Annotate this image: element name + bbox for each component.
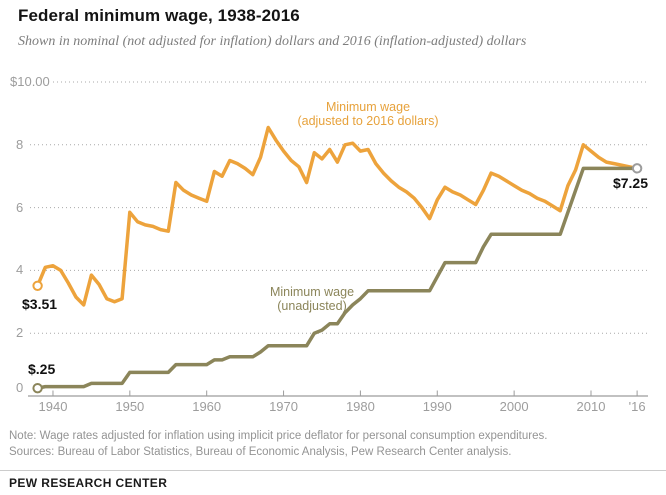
x-tick-label: 1940 <box>38 399 68 414</box>
series-line-unadjusted <box>35 166 639 390</box>
series-label-adjusted: Minimum wage (adjusted to 2016 dollars) <box>278 100 458 128</box>
y-tick-label: 6 <box>16 199 24 215</box>
y-tick-label: $10.00 <box>10 74 50 89</box>
marker-unadjusted-start <box>32 382 43 394</box>
page-title: Federal minimum wage, 1938-2016 <box>18 6 300 25</box>
chart-note: Note: Wage rates adjusted for inflation … <box>9 430 548 442</box>
line-chart: $10.00 8 6 4 2 0 1940 1950 1960 1970 1980 1990 2000… <box>10 74 648 414</box>
brand-pew-research-center: PEW RESEARCH CENTER <box>9 476 168 490</box>
series-label-unadjusted: Minimum wage (unadjusted) <box>222 285 402 313</box>
x-tick-label: 2000 <box>499 399 529 414</box>
x-tick-label: 1960 <box>192 399 222 414</box>
x-tick-label: 1980 <box>345 399 375 414</box>
value-label-unadjusted-start: $.25 <box>28 361 56 377</box>
x-tick-label: 1970 <box>269 399 298 414</box>
series-line-adjusted <box>35 125 639 307</box>
series-label-unadjusted-line1: Minimum wage <box>269 285 355 299</box>
y-tick-label: 8 <box>16 136 24 152</box>
value-label-adjusted-start: $3.51 <box>22 296 58 312</box>
series-label-adjusted-line2: (adjusted to 2016 dollars) <box>297 114 439 128</box>
x-tick-label: 2010 <box>576 399 606 414</box>
chart-canvas <box>28 81 648 397</box>
x-tick-label: 1990 <box>422 399 452 414</box>
chart-subtitle: Shown in nominal (not adjusted for infla… <box>18 34 527 49</box>
x-tick-label: '16 <box>628 399 646 414</box>
marker-end <box>631 163 643 174</box>
series-label-adjusted-line1: Minimum wage <box>325 100 411 114</box>
series-label-unadjusted-line2: (unadjusted) <box>277 299 347 313</box>
x-tick-label: 1950 <box>115 399 145 414</box>
footer-divider <box>0 470 666 471</box>
y-tick-label: 2 <box>16 325 24 341</box>
y-tick-label: 0 <box>16 380 24 395</box>
chart-sources: Sources: Bureau of Labor Statistics, Bur… <box>9 446 512 458</box>
value-label-end: $7.25 <box>612 175 648 191</box>
y-tick-label: 4 <box>16 262 24 278</box>
marker-adjusted-start <box>32 280 43 291</box>
